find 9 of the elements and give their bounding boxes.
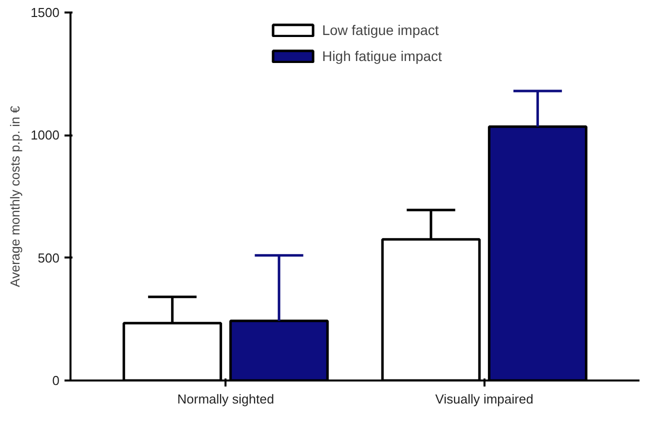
x-tick-label: Normally sighted: [177, 392, 274, 406]
y-axis-title: Average monthly costs p.p. in €: [8, 105, 23, 288]
legend-label: Low fatigue impact: [322, 22, 439, 38]
y-tick-label: 0: [52, 373, 60, 388]
legend-label: High fatigue impact: [322, 48, 442, 64]
y-tick-label: 1000: [30, 128, 60, 143]
y-tick-label: 1500: [30, 5, 60, 20]
x-tick-label: Visually impaired: [435, 392, 534, 406]
y-tick-label: 500: [38, 250, 60, 266]
